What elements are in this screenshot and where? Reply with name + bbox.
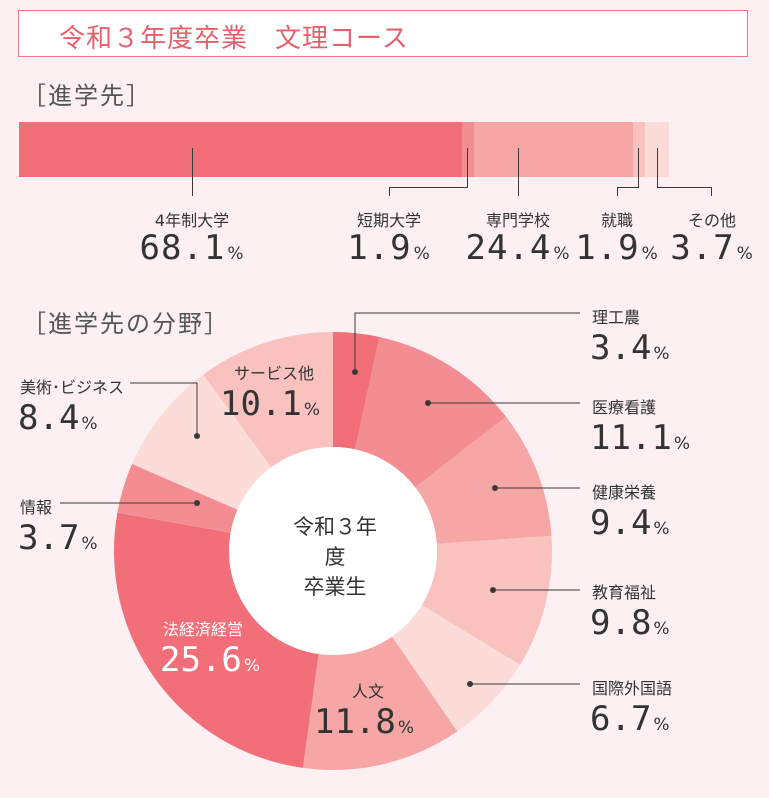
bar-leader-0 [192, 148, 193, 196]
bar-label-2: 専門学校 [485, 211, 550, 230]
bar-section-title: ［進学先］ [22, 82, 152, 110]
page-title: 令和３年度卒業 文理コース [59, 24, 409, 54]
bar-value-3: 1.9% [575, 228, 659, 268]
bar-segment-4 [644, 122, 669, 177]
bar-segment-2 [474, 122, 633, 177]
pie-value-7: 3.7% [18, 518, 98, 558]
bar-value-1: 1.9% [347, 228, 431, 268]
bar-label-4: その他 [687, 211, 736, 230]
pie-label-2: 健康栄養 [592, 483, 657, 502]
pie-label-1: 医療看護 [592, 398, 657, 417]
pie-leader-8 [130, 382, 198, 436]
title-box: 令和３年度卒業 文理コース [18, 10, 748, 57]
bar-label-0: 4年制大学 [154, 211, 230, 230]
bar-leader-1b [389, 187, 468, 188]
pie-leader-dot-3 [490, 587, 496, 593]
donut-hole [229, 447, 437, 655]
bar-leader-4a [657, 148, 658, 188]
bar-leader-3c [617, 187, 618, 196]
donut-center-label: 令和３年度 卒業生 [285, 512, 385, 602]
bar-leader-1a [467, 148, 468, 188]
pie-section-title: ［進学先の分野］ [22, 310, 230, 338]
pie-slice-4 [391, 605, 521, 732]
bar-label-1: 短期大学 [356, 211, 421, 230]
pie-value-2: 9.4% [590, 503, 670, 543]
pie-slice-7 [117, 464, 238, 533]
pie-slice-6 [113, 512, 319, 768]
pie-value-5: 11.8% [314, 702, 415, 742]
pie-label-7: 情報 [20, 498, 53, 517]
bar-leader-3a [638, 148, 639, 188]
pie-label-8: 美術･ビジネス [20, 378, 125, 397]
pie-value-3: 9.8% [590, 603, 670, 643]
pie-slice-8 [132, 374, 272, 510]
bar-leader-1c [389, 187, 390, 196]
pie-value-6: 25.6% [160, 640, 261, 680]
pie-slice-2 [415, 416, 552, 544]
bar-value-0: 68.1% [139, 228, 245, 268]
bar-leader-2 [518, 148, 519, 196]
pie-label-3: 教育福祉 [592, 583, 657, 602]
pie-value-8: 8.4% [18, 398, 98, 438]
bar-leader-3b [617, 187, 639, 188]
bar-value-4: 3.7% [670, 228, 754, 268]
pie-leader-dot-7 [194, 500, 200, 506]
bar-value-2: 24.4% [465, 228, 571, 268]
pie-label-6: 法経済経営 [163, 620, 244, 639]
pie-leader-dot-4 [467, 681, 473, 687]
center-line-1: 令和３年度 [293, 515, 377, 569]
pie-label-9: サービス他 [233, 364, 314, 383]
center-line-2: 卒業生 [303, 575, 367, 599]
pie-value-9: 10.1% [220, 384, 321, 424]
pie-value-4: 6.7% [590, 699, 670, 739]
pie-leader-dot-8 [194, 433, 200, 439]
bar-label-3: 就職 [600, 211, 633, 230]
pie-leader-dot-0 [352, 369, 358, 375]
pie-leader-dot-2 [492, 485, 498, 491]
pie-slice-5 [302, 636, 458, 770]
pie-slice-1 [355, 336, 507, 488]
bar-leader-4c [711, 187, 712, 196]
pie-label-5: 人文 [351, 682, 384, 701]
pie-leader-0 [354, 312, 580, 372]
pie-leader-dot-1 [425, 400, 431, 406]
pie-value-1: 11.1% [590, 418, 691, 458]
pie-label-4: 国際外国語 [592, 679, 673, 698]
bar-segment-0 [19, 122, 462, 177]
pie-slice-3 [421, 535, 552, 665]
pie-slice-9 [203, 332, 333, 468]
pie-label-0: 理工農 [592, 308, 641, 327]
pie-slice-0 [333, 332, 380, 450]
pie-value-0: 3.4% [590, 328, 670, 368]
bar-leader-4b [657, 187, 712, 188]
